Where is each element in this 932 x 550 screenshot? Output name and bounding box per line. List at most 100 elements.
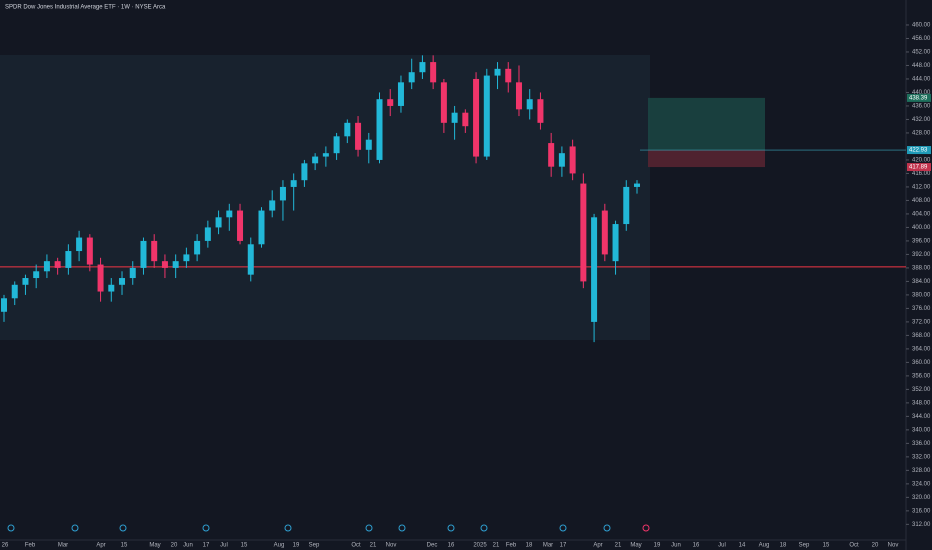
- x-tick-label: 17: [203, 543, 210, 549]
- x-tick-label: Aug: [274, 543, 285, 549]
- x-tick-label: Apr: [96, 543, 105, 549]
- y-tick-label: 380.00: [912, 292, 931, 298]
- candle-body: [172, 261, 179, 268]
- x-tick-label: Feb: [25, 543, 36, 549]
- candle-body: [204, 227, 211, 241]
- candle-body: [183, 254, 190, 262]
- y-tick-label: 332.00: [912, 454, 931, 460]
- candle-body: [623, 186, 630, 225]
- target-zone: [648, 97, 765, 151]
- event-icons: [7, 524, 650, 532]
- candle-body: [344, 122, 351, 137]
- x-tick-label: 15: [121, 543, 128, 549]
- candle-body: [558, 153, 565, 167]
- candle-body: [76, 237, 83, 252]
- x-tick-label: 15: [823, 543, 830, 549]
- candle-body: [526, 99, 533, 110]
- candle-body: [151, 240, 158, 262]
- x-tick-label: 21: [615, 543, 622, 549]
- candle-body: [279, 186, 286, 201]
- candle-body: [397, 82, 404, 106]
- price-tag-label: 417.89: [909, 165, 928, 171]
- candle-body: [312, 156, 319, 164]
- x-tick-label: 20: [872, 543, 879, 549]
- x-tick-label: Dec: [427, 543, 438, 549]
- y-tick-label: 336.00: [912, 441, 931, 447]
- candle-body: [419, 62, 426, 73]
- y-tick-label: 384.00: [912, 279, 931, 285]
- candle-body: [333, 136, 340, 154]
- y-tick-label: 360.00: [912, 360, 931, 366]
- candle-body: [97, 264, 104, 292]
- y-tick-label: 432.00: [912, 117, 931, 123]
- candle-body: [451, 112, 458, 123]
- candle-body: [580, 183, 587, 282]
- x-tick-label: Nov: [888, 543, 899, 549]
- x-tick-label: Sep: [309, 543, 320, 549]
- x-tick-label: 20: [171, 543, 178, 549]
- y-tick-label: 376.00: [912, 306, 931, 312]
- x-tick-label: 21: [493, 543, 500, 549]
- candle-body: [140, 240, 147, 268]
- candle-body: [269, 200, 276, 211]
- chart-title: SPDR Dow Jones Industrial Average ETF · …: [5, 5, 166, 11]
- x-tick-label: 2025: [473, 543, 487, 549]
- y-tick-label: 428.00: [912, 131, 931, 137]
- y-tick-label: 352.00: [912, 387, 931, 393]
- y-tick-label: 392.00: [912, 252, 931, 258]
- x-tick-label: 19: [293, 543, 300, 549]
- candle-body: [258, 210, 265, 245]
- x-tick-label: 19: [654, 543, 661, 549]
- candle-body: [430, 62, 437, 83]
- y-tick-label: 324.00: [912, 481, 931, 487]
- candle-body: [22, 278, 29, 285]
- x-tick-label: Oct: [849, 543, 859, 549]
- y-tick-label: 368.00: [912, 333, 931, 339]
- y-tick-label: 388.00: [912, 265, 931, 271]
- candle-body: [376, 99, 383, 160]
- y-tick-label: 408.00: [912, 198, 931, 204]
- x-tick-label: 26: [2, 543, 9, 549]
- y-tick-label: 452.00: [912, 50, 931, 56]
- y-tick-label: 416.00: [912, 171, 931, 177]
- x-tick-label: 18: [780, 543, 787, 549]
- candle-body: [355, 122, 362, 150]
- x-tick-label: Nov: [386, 543, 397, 549]
- x-tick-label: Mar: [543, 543, 553, 549]
- x-tick-label: 21: [370, 543, 377, 549]
- y-tick-label: 400.00: [912, 225, 931, 231]
- y-tick-label: 412.00: [912, 185, 931, 191]
- candle-body: [11, 284, 18, 299]
- candle-body: [108, 284, 115, 292]
- y-tick-label: 396.00: [912, 238, 931, 244]
- candle-body: [194, 240, 201, 255]
- y-tick-label: 328.00: [912, 468, 931, 474]
- candle-body: [473, 78, 480, 157]
- candle-body: [226, 210, 233, 218]
- candle-body: [494, 68, 501, 76]
- x-tick-label: 18: [526, 543, 533, 549]
- price-tag: [907, 146, 931, 155]
- candle-body: [237, 210, 244, 241]
- candle-body: [247, 244, 254, 275]
- x-tick-label: May: [149, 543, 160, 549]
- candle-body: [591, 217, 598, 322]
- candle-body: [129, 267, 136, 279]
- y-tick-label: 348.00: [912, 400, 931, 406]
- candle-body: [215, 217, 222, 228]
- candle-body: [483, 75, 490, 157]
- price-tag-label: 422.93: [909, 148, 928, 154]
- range-box: [0, 55, 650, 340]
- y-tick-label: 356.00: [912, 373, 931, 379]
- y-tick-label: 320.00: [912, 495, 931, 501]
- candle-body: [119, 278, 126, 285]
- x-tick-label: Jul: [220, 543, 228, 549]
- x-tick-label: 14: [739, 543, 746, 549]
- candle-body: [1, 298, 7, 312]
- x-tick-label: 16: [693, 543, 700, 549]
- x-tick-label: Sep: [799, 543, 810, 549]
- candle-body: [54, 261, 61, 268]
- candle-body: [601, 210, 608, 255]
- price-tag-label: 438.39: [909, 95, 928, 101]
